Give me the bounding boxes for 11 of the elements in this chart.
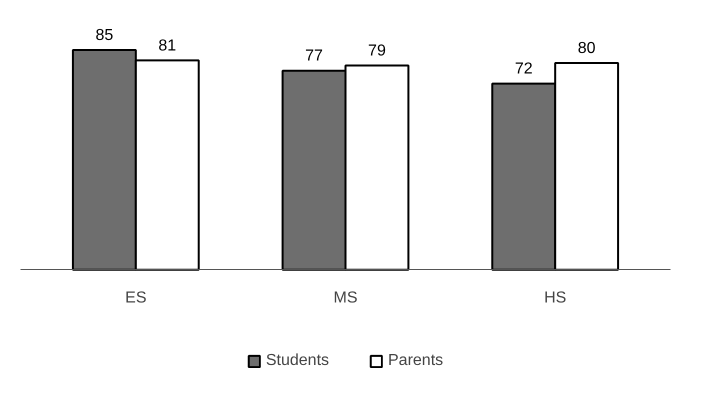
data-label: 77 xyxy=(305,48,324,65)
data-label: 79 xyxy=(368,42,386,60)
data-label: 80 xyxy=(578,40,596,57)
legend-label: Students xyxy=(266,352,330,370)
x-tick-label: MS xyxy=(334,290,358,307)
x-tick-label: ES xyxy=(125,290,146,307)
x-tick-label: HS xyxy=(544,290,566,307)
legend-label: Parents xyxy=(388,352,444,370)
data-label: 81 xyxy=(158,37,176,54)
data-label: 72 xyxy=(514,60,533,78)
data-label: 85 xyxy=(95,27,114,44)
